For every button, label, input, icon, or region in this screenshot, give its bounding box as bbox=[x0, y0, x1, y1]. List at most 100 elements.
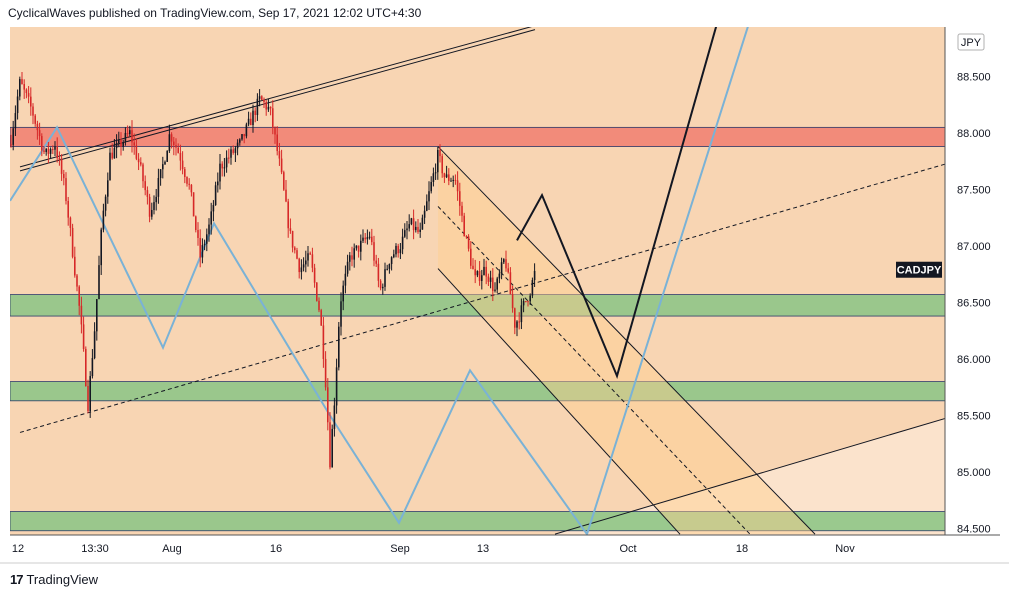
candle-body-50 bbox=[120, 139, 122, 147]
candle-body-211 bbox=[474, 269, 476, 276]
tradingview-brand[interactable]: 17 TradingView bbox=[10, 572, 98, 587]
candle-body-36 bbox=[89, 376, 91, 411]
candle-body-35 bbox=[87, 385, 89, 411]
candle-body-25 bbox=[65, 178, 67, 201]
candle-body-232 bbox=[520, 305, 523, 323]
candle-body-157 bbox=[355, 245, 358, 249]
candle-body-171 bbox=[386, 268, 388, 270]
candle-body-19 bbox=[52, 149, 54, 151]
candle-body-10 bbox=[32, 106, 34, 116]
candle-body-208 bbox=[467, 236, 470, 249]
candle-body-127 bbox=[289, 228, 292, 232]
candle-body-120 bbox=[274, 127, 276, 135]
candle-body-180 bbox=[406, 228, 408, 231]
channel-bottom-line bbox=[437, 268, 681, 535]
candle-body-141 bbox=[320, 310, 322, 326]
candle-body-101 bbox=[232, 149, 234, 153]
tradingview-logo-icon: 17 bbox=[10, 572, 24, 587]
candle-body-223 bbox=[500, 262, 503, 274]
candle-body-214 bbox=[481, 275, 483, 281]
channel-mid-line bbox=[437, 206, 751, 535]
candle-body-194 bbox=[437, 149, 439, 173]
candle-body-135 bbox=[307, 253, 309, 261]
candle-body-149 bbox=[338, 326, 340, 368]
candle-body-30 bbox=[76, 275, 78, 287]
candle-body-158 bbox=[357, 245, 360, 252]
candle-body-188 bbox=[423, 210, 426, 218]
candle-body-100 bbox=[230, 149, 232, 158]
candle-body-23 bbox=[60, 159, 63, 174]
candle-body-156 bbox=[353, 248, 355, 260]
candle-body-145 bbox=[329, 422, 331, 468]
candle-body-75 bbox=[175, 145, 177, 148]
candle-body-142 bbox=[322, 325, 325, 359]
dashed-trend-line bbox=[19, 163, 945, 433]
x-tick-label-8: Nov bbox=[835, 543, 855, 555]
candle-body-83 bbox=[192, 192, 195, 217]
candle-body-46 bbox=[111, 152, 113, 159]
candle-body-196 bbox=[441, 156, 443, 174]
candle-body-6 bbox=[23, 84, 25, 90]
candle-body-236 bbox=[529, 295, 531, 302]
candle-body-18 bbox=[49, 149, 52, 154]
x-tick-label-2: Aug bbox=[162, 543, 182, 555]
upper-trend-line-2 bbox=[19, 29, 536, 172]
candle-body-129 bbox=[294, 247, 296, 251]
candle-body-44 bbox=[107, 180, 109, 197]
candle-body-169 bbox=[382, 286, 384, 289]
candle-body-103 bbox=[236, 142, 239, 149]
candle-body-8 bbox=[27, 93, 30, 97]
candle-body-20 bbox=[54, 146, 56, 150]
candle-body-159 bbox=[360, 240, 362, 252]
x-tick-label-5: 13 bbox=[477, 543, 489, 555]
candle-body-97 bbox=[223, 167, 226, 169]
candle-body-182 bbox=[410, 218, 413, 225]
candle-body-4 bbox=[19, 79, 21, 97]
candle-body-228 bbox=[511, 294, 514, 309]
candle-body-193 bbox=[434, 172, 437, 174]
candle-body-168 bbox=[379, 280, 382, 289]
candle-body-167 bbox=[377, 263, 380, 281]
candle-body-231 bbox=[518, 321, 520, 323]
candle-body-47 bbox=[113, 148, 116, 159]
candle-body-114 bbox=[261, 96, 263, 100]
candle-body-118 bbox=[269, 106, 272, 109]
candle-body-218 bbox=[489, 277, 492, 282]
candle-body-39 bbox=[96, 299, 98, 332]
candle-body-12 bbox=[36, 123, 39, 131]
candle-body-33 bbox=[82, 324, 85, 349]
candle-body-108 bbox=[247, 118, 250, 125]
y-tick-label-6: 85.500 bbox=[957, 411, 991, 423]
candle-body-151 bbox=[342, 285, 344, 302]
y-tick-label-1: 88.000 bbox=[957, 128, 991, 140]
candle-body-67 bbox=[157, 177, 160, 197]
currency-label: JPY bbox=[961, 37, 982, 49]
candle-body-42 bbox=[102, 210, 105, 230]
candle-body-105 bbox=[241, 134, 243, 140]
candle-body-0 bbox=[10, 144, 12, 146]
candle-body-181 bbox=[408, 224, 410, 229]
candle-body-86 bbox=[199, 237, 201, 258]
candle-body-125 bbox=[285, 189, 287, 202]
candle-body-115 bbox=[263, 99, 265, 103]
candle-body-237 bbox=[531, 280, 534, 296]
candle-body-198 bbox=[445, 174, 448, 178]
candle-body-233 bbox=[522, 301, 525, 306]
candle-body-71 bbox=[166, 150, 168, 162]
candle-body-60 bbox=[142, 164, 144, 182]
candle-body-98 bbox=[225, 157, 228, 168]
price-axis-area bbox=[945, 27, 1000, 535]
candle-body-40 bbox=[98, 265, 100, 300]
y-tick-label-4: 86.500 bbox=[957, 298, 991, 310]
candle-body-79 bbox=[184, 169, 186, 177]
candle-body-78 bbox=[181, 160, 184, 170]
candle-body-217 bbox=[487, 276, 490, 282]
candle-body-112 bbox=[256, 98, 259, 115]
x-tick-label-0: 12 bbox=[12, 543, 24, 555]
candle-body-224 bbox=[503, 259, 505, 263]
candle-body-163 bbox=[368, 236, 371, 238]
candle-body-87 bbox=[201, 245, 204, 258]
candle-body-133 bbox=[302, 264, 305, 268]
candle-body-191 bbox=[430, 181, 432, 192]
